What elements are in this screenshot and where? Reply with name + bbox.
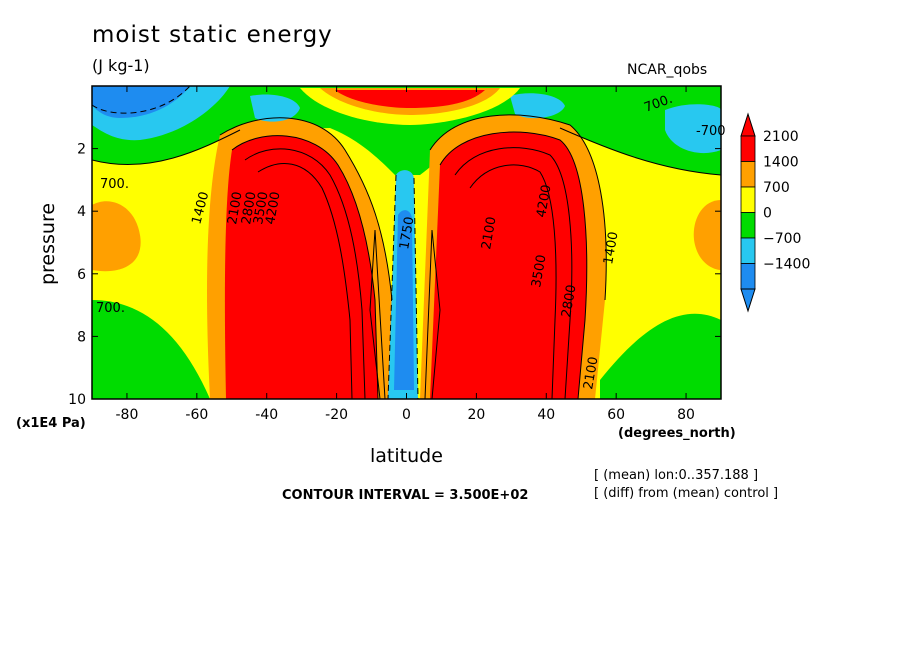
chart-units: (J kg-1) [92,56,150,75]
contour-label: -700 [696,124,726,139]
contour-labels: 700.700.700.1400 210028003500420021003500… [96,92,726,391]
contour-label: 2100 [225,190,246,225]
colorbar-label: 2100 [763,129,799,145]
contour-label: 4200 [534,183,555,218]
source-label: NCAR_qobs [627,62,708,78]
colorbar-swatch [740,237,756,264]
contour-label: 2100 [479,215,500,250]
contour-label: 2800 [559,283,580,318]
contour-fill [92,86,721,399]
colorbar-swatch [740,135,756,162]
mean-note: [ (mean) lon:0..357.188 ] [594,468,759,483]
contour-lines [92,86,721,399]
colorbar-label: 1400 [763,155,799,171]
x-tick-label: -20 [325,407,348,423]
colorbar-swatch [740,212,756,239]
colorbar-label: −700 [763,231,801,247]
colorbar-swatch [740,161,756,188]
x-tick-label: 20 [467,407,485,423]
colorbar: 2100 1400 700 0 −700 −1400 [740,112,810,313]
contour-label: 2800 [239,190,260,225]
y-axis-units: (x1E4 Pa) [16,416,86,431]
y-axis: 2 4 6 8 10 [68,142,721,408]
y-tick-label: 10 [68,392,86,408]
contour-label: 2100 [581,355,602,390]
x-tick-label: -60 [185,407,208,423]
contour-label: 1750 [397,215,418,250]
colorbar-bottom-arrow [740,288,756,313]
colorbar-top-arrow [740,112,756,137]
colorbar-label: 700 [763,180,790,196]
y-tick-label: 4 [77,204,86,220]
contour-interval: CONTOUR INTERVAL = 3.500E+02 [282,488,529,503]
x-axis-label: latitude [370,445,443,467]
x-tick-label: -40 [255,407,278,423]
contour-label: 700. [96,301,125,316]
colorbar-swatch [740,263,756,290]
contour-label: 4200 [263,190,284,225]
x-tick-label: 60 [607,407,625,423]
diff-note: [ (diff) from (mean) control ] [594,486,779,501]
y-tick-label: 6 [77,267,86,283]
chart-title: moist static energy [92,22,333,48]
x-tick-label: -80 [116,407,139,423]
x-tick-label: 80 [677,407,695,423]
colorbar-swatch [740,186,756,213]
contour-label: 1400 [601,230,622,265]
y-tick-label: 2 [77,142,86,158]
colorbar-label: −1400 [763,257,810,273]
contour-label: 3500 [529,253,550,288]
x-axis-units: (degrees_north) [618,426,736,441]
y-tick-label: 8 [77,329,86,345]
x-axis: -80 -60 -40 -20 0 20 40 60 80 [116,86,695,423]
colorbar-label: 0 [763,206,772,222]
contour-label: 3500 [251,190,272,225]
contour-label: 700. [100,177,129,192]
x-tick-label: 0 [402,407,411,423]
x-tick-label: 40 [537,407,555,423]
